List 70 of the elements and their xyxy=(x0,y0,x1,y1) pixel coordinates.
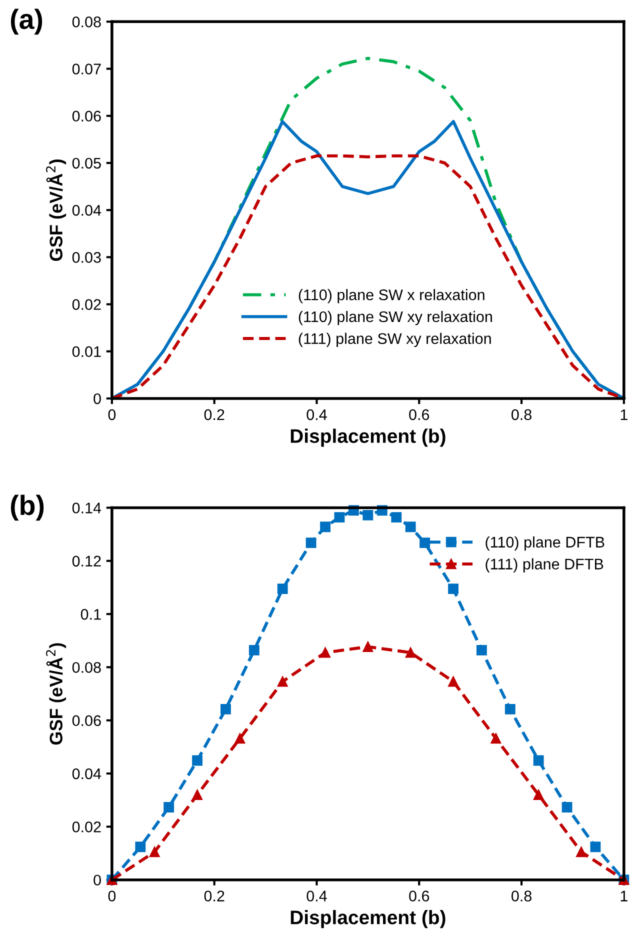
point xyxy=(135,842,146,852)
legend-label: (111) plane SW xy relaxation xyxy=(298,332,491,348)
y-tick-label: 0.03 xyxy=(72,252,101,263)
y-tick-label: 0.02 xyxy=(72,822,101,832)
point xyxy=(533,755,544,766)
y-tick-label: 0.07 xyxy=(72,64,101,74)
y-tick-label: 0.08 xyxy=(72,16,101,28)
x-tick-label: 0.2 xyxy=(204,890,224,902)
y-tick-label: 0.12 xyxy=(72,556,101,567)
y-tick-label: 0.06 xyxy=(72,715,101,726)
point xyxy=(192,755,202,766)
y-tick-label: 0.06 xyxy=(72,110,101,122)
x-tick-label: 0 xyxy=(108,890,116,902)
point xyxy=(362,642,374,652)
point xyxy=(220,704,231,714)
point xyxy=(590,842,601,852)
point xyxy=(420,538,430,548)
legend-label: (110) plane SW x relaxation xyxy=(298,289,484,304)
point xyxy=(533,790,544,800)
point xyxy=(277,584,288,594)
point xyxy=(476,644,487,656)
x-tick-label: 0.6 xyxy=(409,890,430,902)
point xyxy=(320,647,330,658)
x-tick-label: 0.2 xyxy=(204,409,224,420)
x-axis-title: Displacement (b) xyxy=(290,428,446,447)
y-axis-title: GSF (eV/Å$^{2}$) xyxy=(46,160,66,261)
y-tick-label: 0.04 xyxy=(72,768,102,780)
point xyxy=(405,647,416,658)
point xyxy=(391,512,402,523)
point xyxy=(149,846,160,858)
x-tick-label: 0.4 xyxy=(306,409,327,420)
x-tick-label: 0.4 xyxy=(306,890,327,902)
legend-label: (111) plane DFTB xyxy=(486,558,604,572)
point xyxy=(248,644,260,656)
point xyxy=(164,802,174,812)
point xyxy=(576,846,586,858)
point xyxy=(320,522,330,532)
y-tick-label: 0 xyxy=(94,393,101,404)
text: (b) xyxy=(10,494,44,521)
y-tick-label: 0.08 xyxy=(72,662,101,673)
text: (a) xyxy=(10,8,42,35)
point xyxy=(504,704,516,714)
y-tick-label: 0.14 xyxy=(72,502,102,514)
y-tick-label: 0.04 xyxy=(72,204,102,216)
y-tick-label: 0.1 xyxy=(80,608,101,620)
x-tick-label: 0.6 xyxy=(409,409,430,420)
y-axis-title: GSF (eV/Å$^{2}$) xyxy=(46,643,66,745)
x-tick-label: 1 xyxy=(620,409,628,420)
point xyxy=(562,802,572,812)
x-tick-label: 0.8 xyxy=(512,890,532,902)
point xyxy=(234,733,246,744)
point xyxy=(405,522,416,532)
x-tick-label: 0 xyxy=(108,409,116,420)
point xyxy=(490,733,502,744)
y-tick-label: 0.05 xyxy=(72,158,101,169)
legend-label: (110) plane DFTB xyxy=(486,536,604,551)
y-tick-label: 0 xyxy=(94,874,101,886)
x-axis-title: Displacement (b) xyxy=(290,910,446,928)
x-tick-label: 1 xyxy=(620,890,628,902)
point xyxy=(334,512,345,523)
point xyxy=(448,676,458,687)
point xyxy=(277,676,288,687)
x-tick-label: 0.8 xyxy=(512,409,532,420)
legend-label: (110) plane SW xy relaxation xyxy=(298,310,492,326)
point xyxy=(306,538,316,548)
y-tick-label: 0.02 xyxy=(72,299,101,310)
y-tick-label: 0.01 xyxy=(72,346,101,358)
point xyxy=(448,584,458,594)
point xyxy=(362,510,374,520)
point xyxy=(192,790,202,800)
